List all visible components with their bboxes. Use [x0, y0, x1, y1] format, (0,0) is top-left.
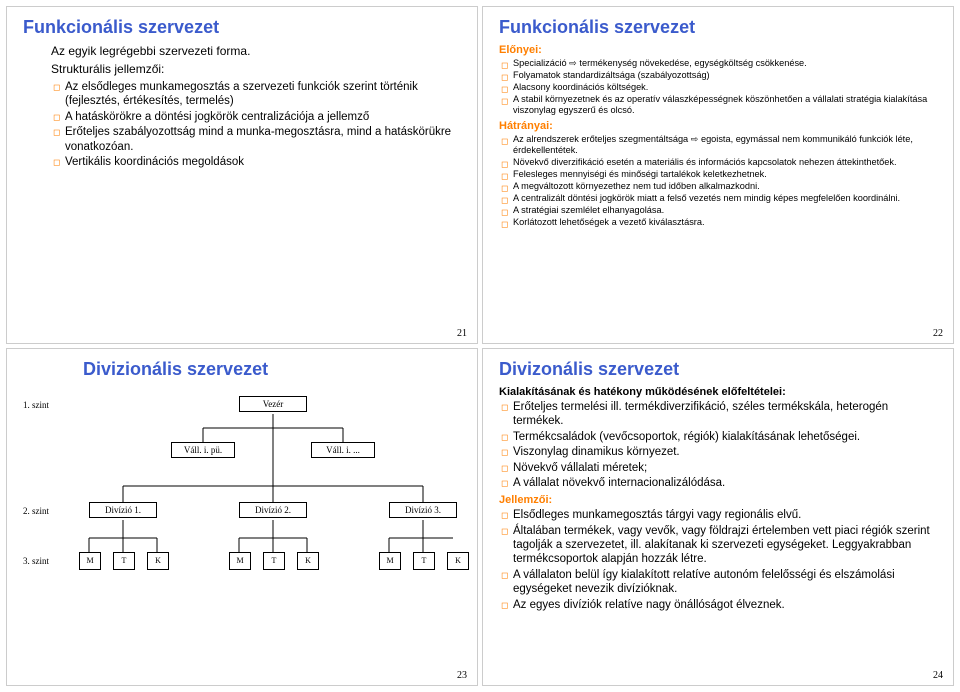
list-item: Növekvő vállalati méretek; — [513, 461, 937, 475]
list-item: Korlátozott lehetőségek a vezető kiválas… — [513, 217, 937, 228]
slide-body: Az egyik legrégebbi szervezeti forma. St… — [23, 44, 461, 169]
list-item: Az egyes divíziók relatíve nagy önállósá… — [513, 598, 937, 612]
node-vall-pu: Váll. i. pü. — [171, 442, 235, 458]
list-item: A centralizált döntési jogkörök miatt a … — [513, 193, 937, 204]
list-item: Az elsődleges munkamegosztás a szervezet… — [65, 80, 461, 109]
slide-21: Funkcionális szervezet Az egyik legrégeb… — [6, 6, 478, 344]
slide-body: Előnyei: Specializáció ⇨ termékenység nö… — [499, 44, 937, 228]
advantages-list: Specializáció ⇨ termékenység növekedése,… — [499, 58, 937, 116]
node-t: T — [113, 552, 135, 570]
node-k: K — [147, 552, 169, 570]
slide-24: Divizonális szervezet Kialakításának és … — [482, 348, 954, 686]
node-k: K — [447, 552, 469, 570]
node-division-2: Divízió 2. — [239, 502, 307, 518]
advantages-head: Előnyei: — [499, 44, 937, 56]
slide-grid: Funkcionális szervezet Az egyik legrégeb… — [6, 6, 954, 686]
slide-body: Kialakításának és hatékony működésének e… — [499, 386, 937, 612]
level-label-2: 2. szint — [23, 506, 49, 516]
list-item: Vertikális koordinációs megoldások — [65, 155, 461, 169]
slide-title: Funkcionális szervezet — [23, 17, 461, 38]
slide-22: Funkcionális szervezet Előnyei: Speciali… — [482, 6, 954, 344]
list-item: Általában termékek, vagy vevők, vagy föl… — [513, 524, 937, 567]
org-chart: 1. szint 2. szint 3. szint Vezér Váll. i… — [23, 386, 453, 626]
node-division-3: Divízió 3. — [389, 502, 457, 518]
list-item: Felesleges mennyiségi és minőségi tartal… — [513, 169, 937, 180]
subhead-text: Strukturális jellemzői: — [51, 62, 461, 76]
node-m: M — [229, 552, 251, 570]
level-label-1: 1. szint — [23, 400, 49, 410]
node-division-1: Divízió 1. — [89, 502, 157, 518]
list-item: A vállalaton belül így kialakított relat… — [513, 568, 937, 597]
list-item: Termékcsaládok (vevőcsoportok, régiók) k… — [513, 430, 937, 444]
slide-23: Divizionális szervezet — [6, 348, 478, 686]
list-item: Folyamatok standardizáltsága (szabályozo… — [513, 70, 937, 81]
level-label-3: 3. szint — [23, 556, 49, 566]
bullet-list: Az elsődleges munkamegosztás a szervezet… — [51, 80, 461, 169]
preconditions-head: Kialakításának és hatékony működésének e… — [499, 386, 937, 398]
list-item: Erőteljes szabályozottság mind a munka-m… — [65, 125, 461, 154]
list-item: Specializáció ⇨ termékenység növekedése,… — [513, 58, 937, 69]
list-item: Az alrendszerek erőteljes szegmentáltság… — [513, 134, 937, 156]
list-item: A stabil környezetnek és az operatív vál… — [513, 94, 937, 116]
list-item: A stratégiai szemlélet elhanyagolása. — [513, 205, 937, 216]
list-item: Alacsony koordinációs költségek. — [513, 82, 937, 93]
list-item: Növekvő diverzifikáció esetén a materiál… — [513, 157, 937, 168]
node-vezer: Vezér — [239, 396, 307, 412]
node-t: T — [413, 552, 435, 570]
node-k: K — [297, 552, 319, 570]
characteristics-list: Elsődleges munkamegosztás tárgyi vagy re… — [499, 508, 937, 612]
lead-text: Az egyik legrégebbi szervezeti forma. — [51, 44, 461, 58]
page-number: 21 — [457, 328, 467, 339]
list-item: A vállalat növekvő internacionalizálódás… — [513, 476, 937, 490]
slide-title: Divizionális szervezet — [83, 359, 461, 380]
list-item: Elsődleges munkamegosztás tárgyi vagy re… — [513, 508, 937, 522]
node-t: T — [263, 552, 285, 570]
characteristics-head: Jellemzői: — [499, 494, 937, 506]
page-number: 22 — [933, 328, 943, 339]
node-vall-i: Váll. i. ... — [311, 442, 375, 458]
list-item: A megváltozott környezethez nem tud időb… — [513, 181, 937, 192]
page-number: 23 — [457, 670, 467, 681]
list-item: A hatáskörökre a döntési jogkörök centra… — [65, 110, 461, 124]
slide-title: Funkcionális szervezet — [499, 17, 937, 38]
disadvantages-list: Az alrendszerek erőteljes szegmentáltság… — [499, 134, 937, 228]
slide-title: Divizonális szervezet — [499, 359, 937, 380]
page-number: 24 — [933, 670, 943, 681]
node-m: M — [79, 552, 101, 570]
list-item: Viszonylag dinamikus környezet. — [513, 445, 937, 459]
node-m: M — [379, 552, 401, 570]
preconditions-list: Erőteljes termelési ill. termékdiverzifi… — [499, 400, 937, 490]
disadvantages-head: Hátrányai: — [499, 120, 937, 132]
list-item: Erőteljes termelési ill. termékdiverzifi… — [513, 400, 937, 429]
